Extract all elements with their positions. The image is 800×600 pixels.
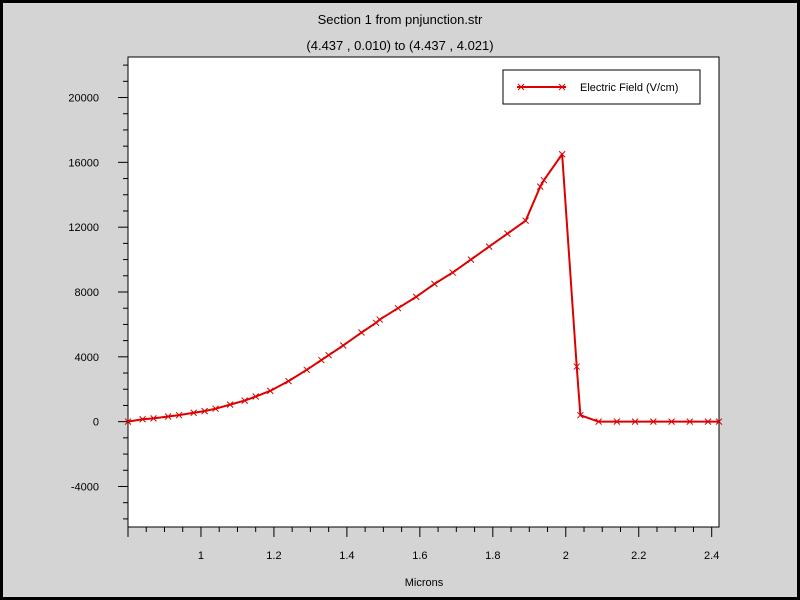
- x-tick-label: 2.2: [631, 550, 646, 562]
- x-tick-label: 2: [563, 550, 569, 562]
- data-point-marker: [303, 366, 311, 374]
- data-point-marker: [631, 418, 639, 426]
- y-tick-label: 4000: [75, 352, 99, 364]
- y-tick-label: -4000: [71, 481, 99, 493]
- x-tick-label: 1.6: [412, 550, 427, 562]
- y-tick-label: 16000: [68, 157, 99, 169]
- data-point-marker: [412, 293, 420, 301]
- data-point-marker: [577, 411, 584, 419]
- data-point-marker: [325, 351, 333, 359]
- data-point-marker: [595, 418, 602, 426]
- data-point-marker: [358, 329, 365, 336]
- data-point-marker: [485, 243, 493, 250]
- data-point-marker: [613, 418, 621, 426]
- data-point-marker: [668, 418, 675, 426]
- data-point-marker: [124, 418, 132, 426]
- data-point-marker: [150, 415, 157, 422]
- data-point-marker: [704, 418, 712, 426]
- y-tick-label: 12000: [68, 222, 99, 234]
- legend-label: Electric Field (V/cm): [580, 82, 678, 94]
- chart-title: Section 1 from pnjunction.str: [317, 12, 483, 27]
- data-point-marker: [504, 230, 511, 238]
- data-point-marker: [573, 363, 581, 370]
- legend-box: [502, 69, 701, 105]
- data-point-marker: [201, 407, 208, 415]
- legend-marker-icon: [517, 83, 566, 91]
- y-axis: -4000 0 4000 8000 12000 16000 20000: [68, 64, 128, 520]
- x-tick-label: 1.2: [266, 550, 281, 562]
- x-tick-label: 1: [198, 550, 204, 562]
- data-point-marker: [252, 393, 260, 400]
- data-point-marker: [266, 387, 274, 395]
- data-point-marker: [540, 176, 548, 184]
- x-tick-label: 2.4: [704, 550, 719, 562]
- data-point-marker: [339, 342, 347, 349]
- data-point-marker: [467, 256, 475, 263]
- data-point-marker: [285, 377, 292, 385]
- data-point-marker: [715, 418, 723, 426]
- y-tick-label: 8000: [75, 287, 99, 299]
- data-point-marker: [522, 217, 530, 225]
- data-point-marker: [686, 418, 694, 426]
- x-axis-label: Microns: [404, 577, 444, 589]
- data-point-marker: [536, 183, 544, 191]
- y-tick-label: 20000: [68, 93, 99, 105]
- x-tick-label: 1.4: [339, 550, 354, 562]
- data-point-marker: [226, 401, 234, 408]
- data-point-marker: [394, 304, 402, 312]
- data-point-marker: [212, 405, 219, 413]
- data-point-marker: [175, 411, 183, 419]
- x-axis: 1 1.2 1.4 1.6 1.8 2 2.2 2.4: [127, 527, 719, 562]
- data-point-marker: [241, 397, 249, 404]
- data-point-marker: [317, 356, 325, 364]
- legend: Electric Field (V/cm): [502, 69, 701, 105]
- data-point-marker: [376, 316, 384, 323]
- data-point-marker: [190, 409, 198, 417]
- x-tick-label: 1.8: [485, 550, 500, 562]
- series-group: [124, 150, 723, 426]
- data-point-marker: [431, 280, 438, 288]
- data-point-marker: [449, 269, 457, 276]
- data-point-marker: [139, 415, 146, 423]
- data-point-marker: [558, 150, 566, 158]
- y-tick-label: 0: [93, 417, 99, 429]
- data-point-marker: [164, 413, 172, 420]
- chart-subtitle: (4.437 , 0.010) to (4.437 , 4.021): [306, 38, 494, 53]
- data-point-marker: [649, 418, 657, 426]
